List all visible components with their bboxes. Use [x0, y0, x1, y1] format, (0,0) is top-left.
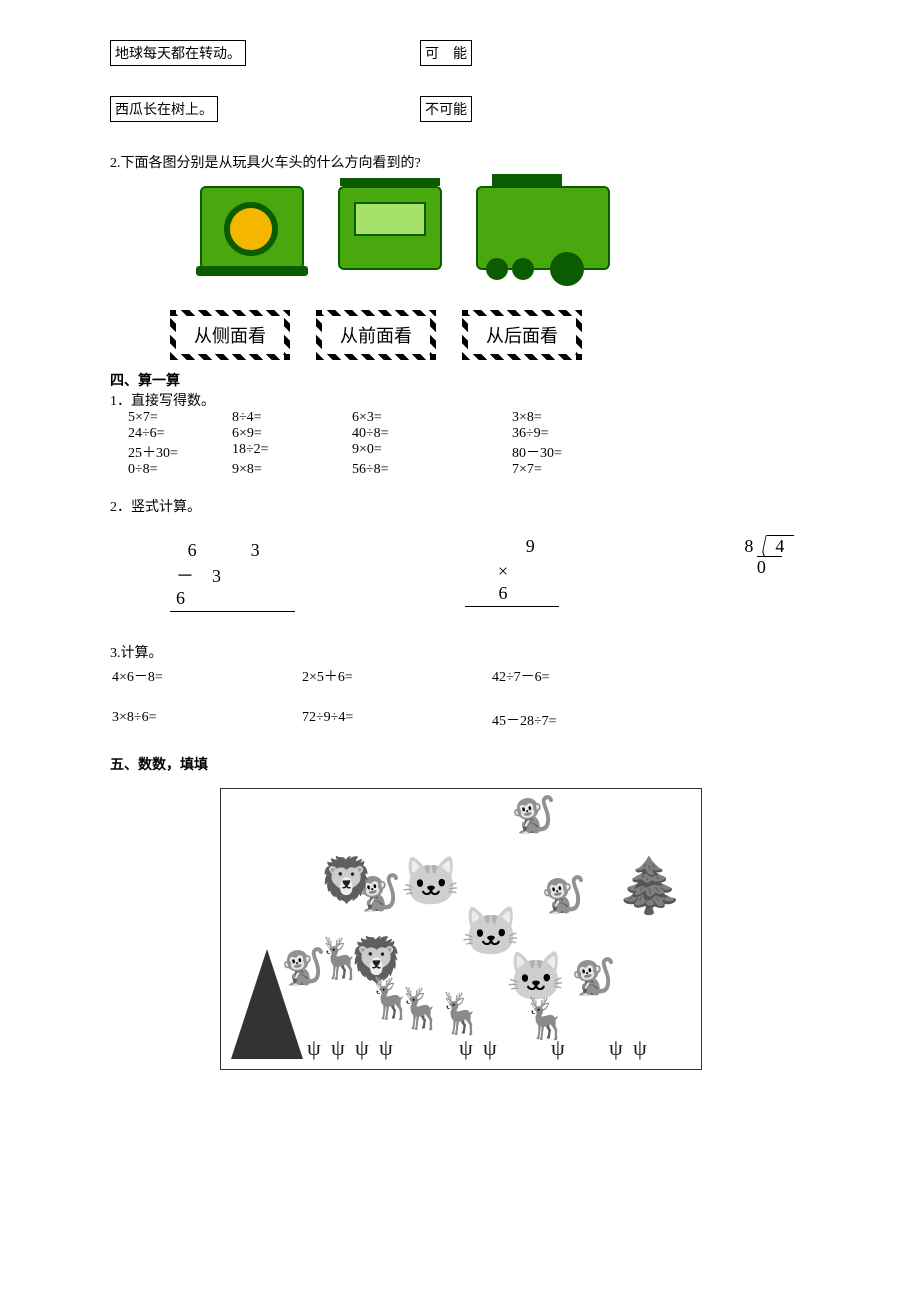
calc-cell: 72÷9÷4=	[302, 710, 492, 730]
sub-top: 6 3	[170, 536, 295, 562]
question-2-prompt: 2.下面各图分别是从玩具火车头的什么方向看到的?	[110, 152, 810, 172]
monkey-icon: 🐒	[541, 877, 586, 913]
cat-icon: 🐱	[401, 859, 461, 907]
grass-icon: ψ	[633, 1035, 647, 1061]
option-side-view: 从侧面看	[170, 310, 290, 360]
section-4-title: 四、算一算	[110, 370, 810, 390]
calc-cell: 80－30=	[512, 442, 632, 462]
grass-icon: ψ	[483, 1035, 497, 1061]
calc-cell: 6×9=	[232, 426, 352, 442]
grass-icon: ψ	[331, 1035, 345, 1061]
calc-cell: 24÷6=	[128, 426, 232, 442]
answer-possible: 可 能	[420, 40, 472, 66]
option-back-view: 从后面看	[462, 310, 582, 360]
grass-icon: ψ	[609, 1035, 623, 1061]
animals-counting-image: 🐒🐒🐒🐒🐒🐱🐱🐱🦁🦁🦌🦌🦌🦌🦌🌲ψψψψψψψψψ	[220, 788, 702, 1070]
calc-row: 3×8÷6=72÷9÷4=45－28÷7=	[112, 710, 810, 730]
cat-icon: 🐱	[506, 954, 566, 1002]
calc-row: 24÷6=6×9=40÷8=36÷9=	[128, 426, 810, 442]
train-front-view	[200, 186, 304, 270]
calc-cell: 56÷8=	[352, 462, 512, 478]
option-front-view: 从前面看	[316, 310, 436, 360]
monkey-icon: 🐒	[571, 959, 616, 995]
calc-cell: 3×8=	[512, 410, 632, 426]
grass-icon: ψ	[355, 1035, 369, 1061]
monkey-icon: 🐒	[511, 797, 556, 833]
statement-row: 西瓜长在树上。 不可能	[110, 96, 810, 122]
calc-cell: 36÷9=	[512, 426, 632, 442]
calc-grid-p1: 5×7=8÷4=6×3=3×8=24÷6=6×9=40÷8=36÷9=25＋30…	[128, 410, 810, 478]
vertical-subtraction: 6 3 －3 6	[170, 536, 295, 612]
section-4-p2-label: 2．竖式计算。	[110, 496, 810, 516]
calc-cell: 40÷8=	[352, 426, 512, 442]
statement-watermelon: 西瓜长在树上。	[110, 96, 218, 122]
grass-icon: ψ	[379, 1035, 393, 1061]
deer-icon: 🦌	[436, 994, 486, 1034]
view-options-row: 从侧面看 从前面看 从后面看	[170, 310, 810, 360]
sub-bottom: －3 6	[170, 562, 295, 609]
small-tree-icon: 🌲	[616, 859, 683, 913]
div-divisor: 8	[744, 536, 763, 556]
statement-row: 地球每天都在转动。 可 能	[110, 40, 810, 66]
lion-icon: 🦁	[319, 859, 374, 903]
deer-icon: 🦌	[521, 999, 571, 1039]
long-division: 84 0	[729, 536, 810, 612]
train-back-view	[338, 186, 442, 270]
calc-grid-p3: 4×6－8=2×5＋6=42÷7－6= 3×8÷6=72÷9÷4=45－28÷7=	[110, 666, 810, 730]
calc-cell: 8÷4=	[232, 410, 352, 426]
train-images-row	[200, 186, 810, 270]
calc-row: 4×6－8=2×5＋6=42÷7－6=	[112, 666, 810, 686]
calc-cell: 18÷2=	[232, 442, 352, 462]
calc-row: 25＋30=18÷2=9×0=80－30=	[128, 442, 810, 462]
train-side-view	[476, 186, 610, 270]
section-4-p3-label: 3.计算。	[110, 642, 810, 662]
calc-cell: 25＋30=	[128, 442, 232, 462]
calc-cell: 5×7=	[128, 410, 232, 426]
grass-icon: ψ	[459, 1035, 473, 1061]
calc-cell: 4×6－8=	[112, 666, 302, 686]
grass-icon: ψ	[307, 1035, 321, 1061]
section-4-p1-label: 1．直接写得数。	[110, 390, 810, 410]
calc-cell: 2×5＋6=	[302, 666, 492, 686]
calc-cell: 9×0=	[352, 442, 512, 462]
calc-cell: 45－28÷7=	[492, 710, 682, 730]
calc-row: 5×7=8÷4=6×3=3×8=	[128, 410, 810, 426]
answer-impossible: 不可能	[420, 96, 472, 122]
cat-icon: 🐱	[461, 909, 521, 957]
calc-cell: 7×7=	[512, 462, 632, 478]
deer-icon: 🦌	[316, 939, 366, 979]
calc-cell: 9×8=	[232, 462, 352, 478]
mul-top: 9	[465, 536, 559, 557]
calc-cell: 0÷8=	[128, 462, 232, 478]
calc-cell: 6×3=	[352, 410, 512, 426]
calc-cell: 42÷7－6=	[492, 666, 682, 686]
calc-cell: 3×8÷6=	[112, 710, 302, 730]
section-5-title: 五、数数，填填	[110, 754, 810, 774]
statement-earth: 地球每天都在转动。	[110, 40, 246, 66]
vertical-multiplication: 9 × 6	[465, 536, 559, 612]
vertical-calc-row: 6 3 －3 6 9 × 6 84 0	[170, 536, 810, 612]
mul-bottom: × 6	[465, 557, 559, 604]
calc-row: 0÷8=9×8=56÷8=7×7=	[128, 462, 810, 478]
grass-icon: ψ	[551, 1035, 565, 1061]
